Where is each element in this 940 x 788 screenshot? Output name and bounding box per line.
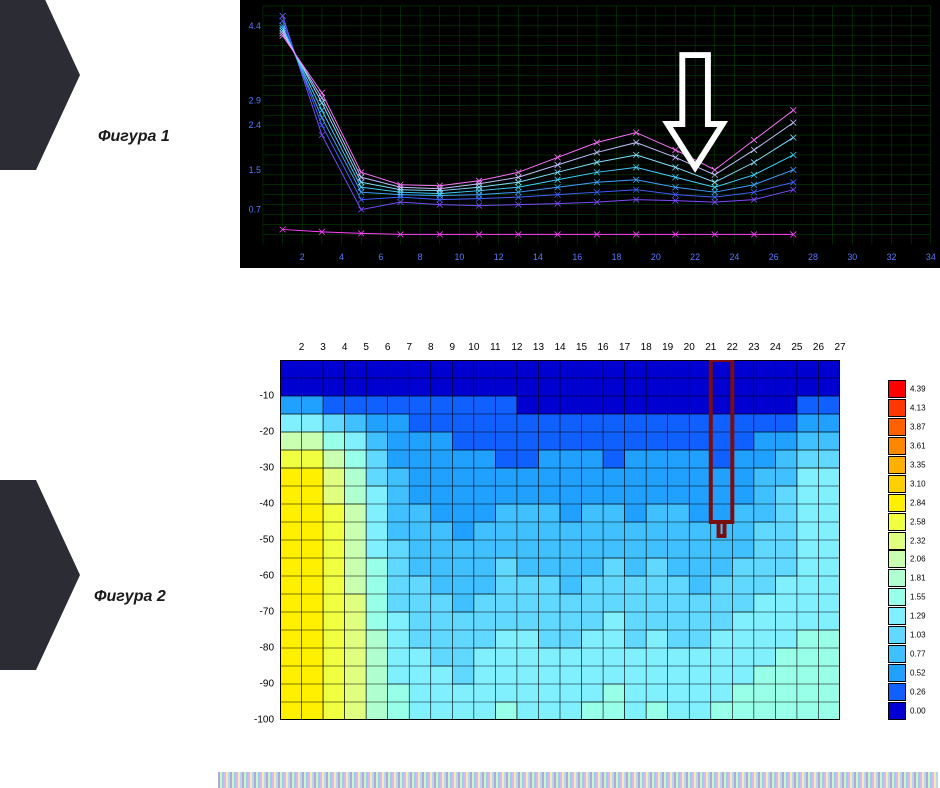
decor-chevron-2 (0, 480, 80, 670)
figure-1-label: Фигура 1 (98, 128, 170, 146)
svg-text:10: 10 (454, 252, 464, 262)
figure-2-y-axis: -10-20-30-40-50-60-70-80-90-100 (240, 360, 278, 720)
decor-chevron-1 (0, 0, 80, 170)
svg-text:24: 24 (729, 252, 739, 262)
svg-text:18: 18 (612, 252, 622, 262)
svg-text:14: 14 (533, 252, 543, 262)
svg-text:32: 32 (887, 252, 897, 262)
svg-text:1.5: 1.5 (249, 165, 261, 175)
decor-noise-bar (218, 772, 938, 788)
svg-text:20: 20 (651, 252, 661, 262)
svg-text:30: 30 (847, 252, 857, 262)
svg-text:34: 34 (926, 252, 936, 262)
svg-text:2: 2 (300, 252, 305, 262)
svg-text:2.9: 2.9 (249, 95, 261, 105)
figure-2-label: Фигура 2 (94, 588, 166, 606)
figure-2-chart: 2345678910111213141516171819202122232425… (240, 340, 940, 740)
svg-text:2.4: 2.4 (249, 120, 261, 130)
svg-text:26: 26 (769, 252, 779, 262)
svg-text:16: 16 (572, 252, 582, 262)
figure-1-svg: 0.71.52.42.94.42468101214161820222426283… (242, 2, 938, 266)
figure-2-x-axis: 2345678910111213141516171819202122232425… (280, 342, 840, 358)
figure-1-chart: 0.71.52.42.94.42468101214161820222426283… (240, 0, 940, 268)
svg-text:8: 8 (418, 252, 423, 262)
svg-text:4: 4 (339, 252, 344, 262)
svg-text:12: 12 (494, 252, 504, 262)
figure-2-legend: 4.394.133.873.613.353.102.842.582.322.06… (888, 380, 940, 720)
svg-text:6: 6 (378, 252, 383, 262)
svg-text:22: 22 (690, 252, 700, 262)
svg-text:0.7: 0.7 (249, 205, 261, 215)
page: Фигура 1 Фигура 2 0.71.52.42.94.42468101… (0, 0, 940, 788)
svg-text:4.4: 4.4 (249, 21, 261, 31)
figure-2-svg (280, 360, 840, 720)
svg-text:28: 28 (808, 252, 818, 262)
